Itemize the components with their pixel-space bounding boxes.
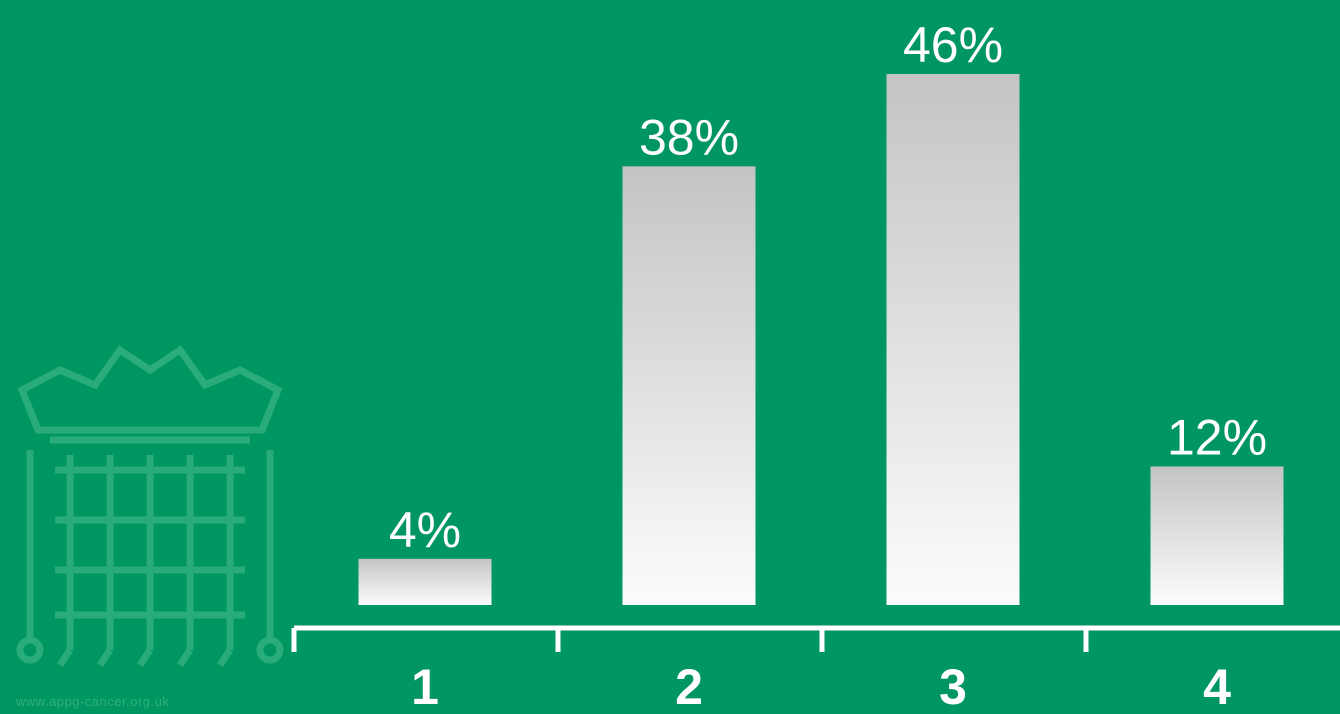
category-label-3: 3 xyxy=(939,659,967,714)
category-label-4: 4 xyxy=(1203,659,1231,714)
x-axis xyxy=(291,625,1340,652)
bar-1 xyxy=(358,558,492,605)
category-label-2: 2 xyxy=(675,659,703,714)
portcullis-crown-icon xyxy=(16,345,284,667)
bar-3 xyxy=(886,74,1020,605)
watermark-url: www.appg-cancer.org.uk xyxy=(16,694,170,709)
value-label-3: 46% xyxy=(903,17,1003,73)
bar-2 xyxy=(622,166,756,605)
value-label-1: 4% xyxy=(389,502,461,558)
bar-4 xyxy=(1150,466,1284,605)
value-label-4: 12% xyxy=(1167,409,1267,465)
category-label-1: 1 xyxy=(411,659,439,714)
value-label-2: 38% xyxy=(639,109,739,165)
